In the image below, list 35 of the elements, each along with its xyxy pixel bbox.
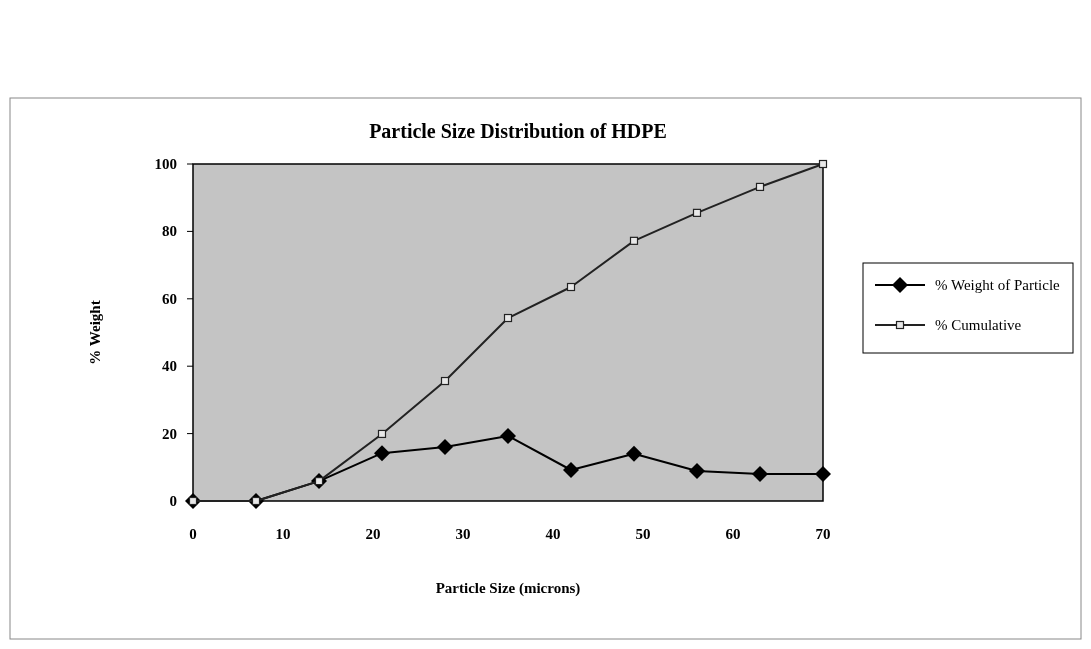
point	[437, 439, 453, 456]
point	[374, 445, 390, 462]
x-tick-label: 20	[365, 526, 381, 542]
x-tick-label: 10	[275, 526, 291, 542]
point	[566, 282, 576, 292]
point	[500, 427, 516, 444]
y-axis-title: % Weight	[87, 300, 103, 365]
legend-label: % Cumulative	[935, 317, 1022, 333]
y-tick-label: 40	[162, 358, 177, 375]
point	[377, 429, 387, 439]
point	[752, 466, 768, 483]
y-tick-label: 80	[162, 223, 177, 240]
y-tick-label: 100	[154, 156, 177, 172]
x-axis-title: Particle Size (microns)	[435, 580, 581, 597]
point	[692, 208, 702, 217]
point	[689, 463, 705, 480]
point	[440, 376, 450, 386]
y-tick-label: 0	[169, 493, 177, 509]
chart-title: Particle Size Distribution of HDPE	[369, 120, 667, 142]
point	[629, 236, 639, 245]
x-tick-label: 30	[455, 526, 471, 542]
x-tick-label: 60	[725, 526, 741, 542]
y-tick-label: 60	[162, 290, 177, 307]
x-tick-label: 40	[545, 526, 561, 542]
point	[503, 313, 513, 323]
point	[563, 462, 579, 478]
point	[755, 182, 765, 192]
point	[815, 466, 831, 483]
point	[818, 159, 828, 169]
point	[626, 445, 642, 462]
legend-label: % Weight of Particle	[935, 277, 1061, 293]
x-tick-label: 50	[635, 526, 651, 542]
x-tick-label: 0	[189, 526, 197, 542]
y-tick-label: 20	[162, 425, 177, 442]
x-tick-label: 70	[815, 526, 831, 542]
